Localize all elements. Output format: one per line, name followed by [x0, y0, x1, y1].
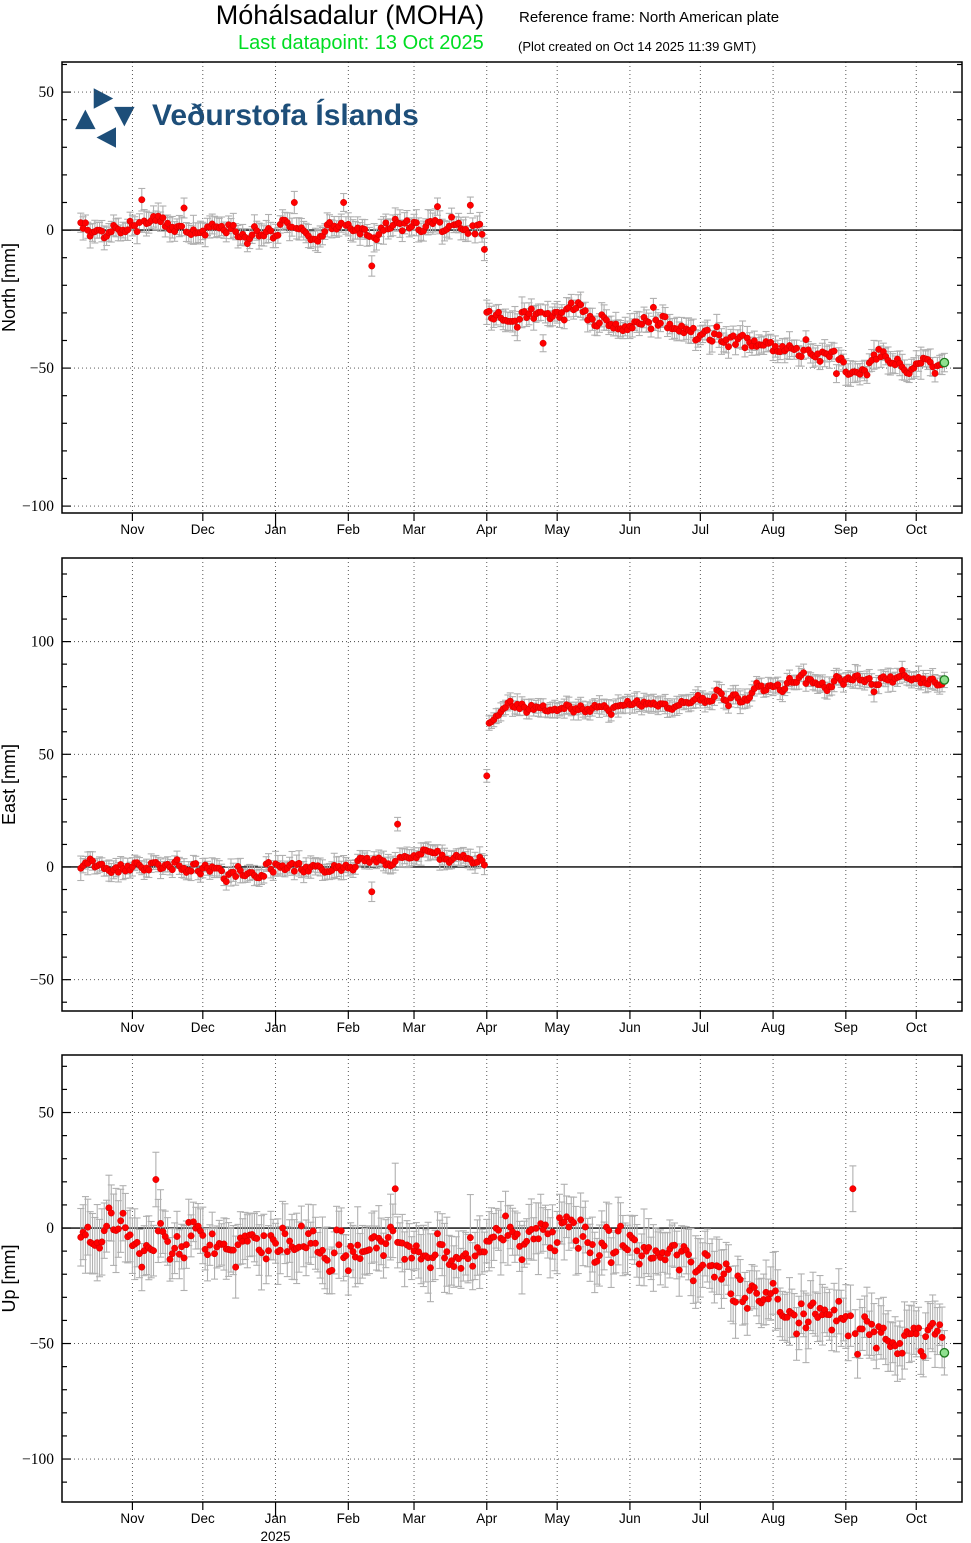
svg-text:50: 50 — [39, 1105, 55, 1122]
svg-text:Feb: Feb — [337, 1020, 360, 1035]
east-tick-labels: −50 0 50 100 — [30, 634, 55, 989]
svg-text:Nov: Nov — [120, 1511, 144, 1526]
imo-logo-text: Veðurstofa Íslands — [152, 99, 419, 132]
svg-text:−50: −50 — [30, 1336, 54, 1353]
svg-text:Nov: Nov — [120, 522, 144, 537]
svg-text:Dec: Dec — [191, 1511, 215, 1526]
svg-text:−100: −100 — [22, 1451, 54, 1468]
reference-frame-label: Reference frame: North American plate — [519, 9, 780, 26]
east-plot: −50 0 50 100 Nov Dec Jan Feb Mar Apr May Jun Jul Aug S… — [0, 557, 963, 1035]
svg-text:0: 0 — [46, 859, 54, 876]
plot-created-label: (Plot created on Oct 14 2025 11:39 GMT) — [518, 39, 757, 54]
imo-logo: Veðurstofa Íslands — [64, 83, 419, 153]
up-frame — [61, 1054, 963, 1503]
svg-text:Mar: Mar — [402, 1511, 426, 1526]
svg-text:Apr: Apr — [476, 1511, 498, 1526]
north-axis-title: North [mm] — [0, 243, 19, 332]
svg-text:100: 100 — [31, 634, 55, 651]
svg-text:Dec: Dec — [191, 1020, 215, 1035]
svg-text:−100: −100 — [22, 498, 54, 515]
north-series — [77, 196, 950, 379]
svg-text:50: 50 — [39, 84, 55, 101]
up-series — [77, 1176, 950, 1360]
north-frame — [61, 61, 963, 514]
svg-text:Mar: Mar — [402, 1020, 426, 1035]
svg-text:Oct: Oct — [906, 522, 927, 537]
svg-text:−50: −50 — [30, 360, 54, 377]
svg-text:Sep: Sep — [834, 522, 858, 537]
svg-text:Nov: Nov — [120, 1020, 144, 1035]
up-error-bars — [77, 1151, 948, 1382]
up-tick-labels: −100 −50 0 50 — [22, 1105, 54, 1469]
up-plot: −100 −50 0 50 Nov Dec Jan Feb Mar Apr May Jun Jul Aug… — [0, 1054, 963, 1543]
east-frame — [61, 557, 963, 1012]
imo-pinwheel-icon — [75, 88, 135, 148]
svg-text:Sep: Sep — [834, 1020, 858, 1035]
east-month-labels: Nov Dec Jan Feb Mar Apr May Jun Jul Aug Sep Oct — [120, 1020, 927, 1035]
svg-text:Apr: Apr — [476, 522, 498, 537]
north-month-labels: Nov Dec Jan Feb Mar Apr May Jun Jul Aug Sep Oct — [120, 522, 927, 537]
north-plot: −100 −50 0 50 Nov Dec Jan Feb Mar Apr May Jun Jul Aug… — [0, 61, 963, 537]
east-series — [77, 667, 950, 896]
svg-text:May: May — [544, 1020, 570, 1035]
east-axis-title: East [mm] — [0, 744, 19, 825]
svg-text:Aug: Aug — [761, 1511, 785, 1526]
east-axes-ticks — [62, 573, 962, 1026]
svg-text:May: May — [544, 522, 570, 537]
up-axes-ticks — [62, 1065, 962, 1517]
svg-text:Jan: Jan — [265, 1020, 287, 1035]
svg-text:Jul: Jul — [692, 522, 709, 537]
page-title: Móhálsadalur (MOHA) — [215, 0, 485, 30]
year-label: 2025 — [261, 1529, 291, 1543]
svg-text:0: 0 — [46, 1220, 54, 1237]
svg-text:Dec: Dec — [191, 522, 215, 537]
gridlines — [62, 62, 962, 513]
svg-text:Jan: Jan — [265, 1511, 287, 1526]
north-tick-labels: −100 −50 0 50 — [22, 84, 54, 515]
svg-text:Oct: Oct — [906, 1020, 927, 1035]
up-last-datapoint — [939, 1347, 950, 1358]
svg-text:Mar: Mar — [402, 522, 426, 537]
north-axes-ticks — [62, 63, 962, 528]
svg-text:Jun: Jun — [619, 1020, 641, 1035]
east-last-datapoint — [939, 675, 950, 685]
north-last-datapoint — [939, 357, 950, 368]
svg-text:Feb: Feb — [337, 522, 360, 537]
svg-text:0: 0 — [46, 222, 54, 239]
svg-text:Aug: Aug — [761, 1020, 785, 1035]
svg-text:Jul: Jul — [692, 1020, 709, 1035]
svg-text:50: 50 — [39, 746, 55, 763]
svg-text:Jul: Jul — [692, 1511, 709, 1526]
svg-text:Oct: Oct — [906, 1511, 927, 1526]
svg-text:Jan: Jan — [265, 522, 287, 537]
gridlines — [62, 1055, 962, 1502]
up-axis-title: Up [mm] — [0, 1244, 19, 1312]
svg-text:Jun: Jun — [619, 1511, 641, 1526]
svg-text:Apr: Apr — [476, 1020, 498, 1035]
svg-text:May: May — [544, 1511, 570, 1526]
up-month-labels: Nov Dec Jan Feb Mar Apr May Jun Jul Aug Sep Oct 2025 — [120, 1511, 927, 1543]
svg-text:Jun: Jun — [619, 522, 641, 537]
svg-text:Feb: Feb — [337, 1511, 360, 1526]
svg-text:Sep: Sep — [834, 1511, 858, 1526]
svg-text:−50: −50 — [30, 972, 54, 989]
last-datapoint-label: Last datapoint: 13 Oct 2025 — [238, 32, 484, 54]
gridlines — [62, 558, 962, 1011]
svg-text:Aug: Aug — [761, 522, 785, 537]
